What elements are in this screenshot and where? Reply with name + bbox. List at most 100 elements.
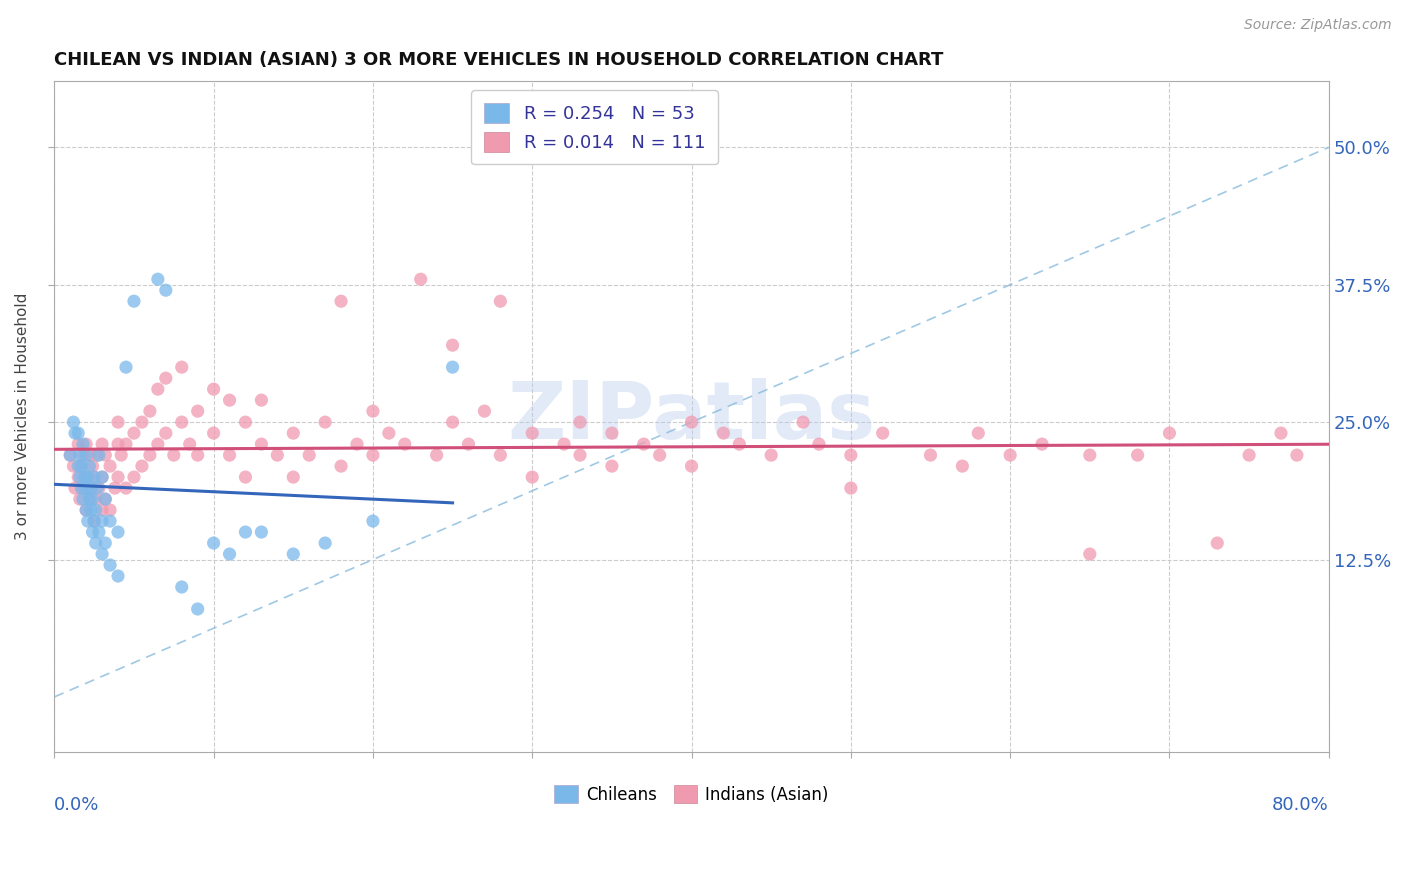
Point	[872, 426, 894, 441]
Point	[110, 448, 132, 462]
Point	[82, 459, 104, 474]
Point	[839, 448, 862, 462]
Point	[86, 448, 108, 462]
Point	[235, 415, 257, 429]
Point	[378, 426, 401, 441]
Point	[569, 448, 592, 462]
Point	[170, 415, 193, 429]
Point	[457, 437, 479, 451]
Text: Source: ZipAtlas.com: Source: ZipAtlas.com	[1244, 18, 1392, 32]
Point	[94, 448, 117, 462]
Point	[839, 481, 862, 495]
Point	[80, 503, 103, 517]
Point	[218, 448, 240, 462]
Point	[80, 481, 103, 495]
Point	[394, 437, 416, 451]
Point	[72, 437, 94, 451]
Point	[69, 470, 91, 484]
Point	[250, 437, 273, 451]
Point	[155, 371, 177, 385]
Point	[122, 294, 145, 309]
Point	[441, 360, 464, 375]
Point	[998, 448, 1021, 462]
Point	[681, 415, 703, 429]
Point	[62, 459, 84, 474]
Point	[163, 448, 186, 462]
Point	[63, 481, 86, 495]
Point	[146, 272, 169, 286]
Point	[314, 536, 336, 550]
Point	[1126, 448, 1149, 462]
Point	[107, 569, 129, 583]
Point	[250, 393, 273, 408]
Point	[62, 415, 84, 429]
Point	[91, 470, 114, 484]
Point	[75, 448, 97, 462]
Point	[107, 437, 129, 451]
Point	[75, 470, 97, 484]
Point	[235, 470, 257, 484]
Text: 0.0%: 0.0%	[55, 796, 100, 814]
Point	[94, 492, 117, 507]
Point	[69, 448, 91, 462]
Point	[72, 481, 94, 495]
Point	[94, 492, 117, 507]
Point	[648, 448, 671, 462]
Point	[63, 426, 86, 441]
Point	[600, 459, 623, 474]
Point	[131, 415, 153, 429]
Point	[69, 492, 91, 507]
Point	[107, 524, 129, 539]
Point	[107, 470, 129, 484]
Point	[633, 437, 655, 451]
Point	[59, 448, 82, 462]
Point	[87, 481, 110, 495]
Point	[67, 437, 90, 451]
Point	[187, 448, 209, 462]
Point	[98, 514, 121, 528]
Point	[115, 437, 138, 451]
Point	[84, 503, 107, 517]
Point	[82, 492, 104, 507]
Point	[70, 459, 93, 474]
Point	[314, 415, 336, 429]
Point	[79, 492, 101, 507]
Text: CHILEAN VS INDIAN (ASIAN) 3 OR MORE VEHICLES IN HOUSEHOLD CORRELATION CHART: CHILEAN VS INDIAN (ASIAN) 3 OR MORE VEHI…	[55, 51, 943, 69]
Point	[104, 481, 127, 495]
Point	[441, 338, 464, 352]
Point	[1078, 547, 1101, 561]
Y-axis label: 3 or more Vehicles in Household: 3 or more Vehicles in Household	[15, 293, 30, 541]
Point	[1285, 448, 1308, 462]
Point	[91, 514, 114, 528]
Point	[146, 437, 169, 451]
Point	[202, 536, 225, 550]
Point	[79, 448, 101, 462]
Point	[409, 272, 432, 286]
Point	[91, 503, 114, 517]
Point	[84, 492, 107, 507]
Point	[266, 448, 288, 462]
Point	[94, 536, 117, 550]
Point	[115, 360, 138, 375]
Point	[80, 481, 103, 495]
Point	[170, 360, 193, 375]
Point	[1270, 426, 1292, 441]
Point	[67, 459, 90, 474]
Point	[522, 426, 544, 441]
Point	[967, 426, 990, 441]
Point	[170, 580, 193, 594]
Point	[73, 470, 96, 484]
Point	[86, 481, 108, 495]
Point	[250, 524, 273, 539]
Point	[83, 470, 105, 484]
Point	[76, 514, 98, 528]
Point	[1237, 448, 1260, 462]
Point	[330, 459, 353, 474]
Point	[87, 524, 110, 539]
Point	[187, 404, 209, 418]
Point	[72, 448, 94, 462]
Point	[79, 459, 101, 474]
Point	[179, 437, 201, 451]
Point	[361, 404, 384, 418]
Point	[139, 404, 162, 418]
